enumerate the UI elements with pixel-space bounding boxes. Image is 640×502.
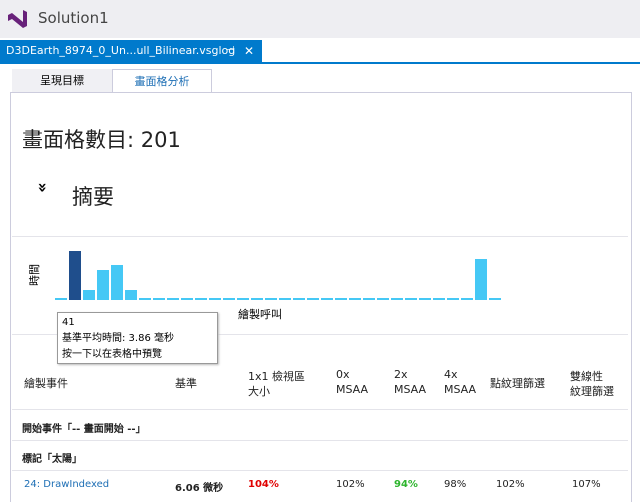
bar[interactable] <box>181 298 193 300</box>
document-tab-label: D3DEarth_8974_0_Un...ull_Bilinear.vsglog <box>6 44 236 57</box>
bar[interactable] <box>321 298 333 300</box>
cell: 107% <box>572 479 601 490</box>
tab-selected[interactable]: 畫面格分析 <box>112 69 212 93</box>
bar[interactable] <box>391 298 403 300</box>
bar[interactable] <box>97 270 109 300</box>
bar[interactable] <box>363 298 375 300</box>
column-header[interactable]: 繪製事件 <box>24 377 68 390</box>
cell: 102% <box>496 479 525 490</box>
window-title: Solution1 <box>38 9 109 27</box>
frame-count: 畫面格數目: 201 <box>22 128 181 152</box>
row-separator <box>12 409 628 410</box>
bar[interactable] <box>139 298 151 300</box>
pin-button[interactable]: ⊣ <box>226 45 235 56</box>
tooltip-line: 基準平均時間: 3.86 毫秒 <box>62 333 174 344</box>
cell: 102% <box>336 479 365 490</box>
group-row[interactable]: 開始事件「-- 畫面開始 --」 <box>22 424 146 435</box>
bar[interactable] <box>419 298 431 300</box>
column-header[interactable]: 2x <box>394 368 408 381</box>
bar[interactable] <box>293 298 305 300</box>
cell: 6.06 微秒 <box>175 483 224 494</box>
bar[interactable] <box>167 298 179 300</box>
bar[interactable] <box>349 298 361 300</box>
tooltip-line: 按一下以在表格中預覽 <box>62 349 162 360</box>
column-header[interactable]: MSAA <box>336 383 369 396</box>
row-separator <box>12 440 628 441</box>
column-header[interactable]: 點紋理篩選 <box>490 377 545 390</box>
column-header[interactable]: MSAA <box>394 383 427 396</box>
bar[interactable] <box>55 298 67 300</box>
bar[interactable] <box>489 298 501 300</box>
bar[interactable] <box>153 298 165 300</box>
tooltip: 41 基準平均時間: 3.86 毫秒 按一下以在表格中預覽 <box>57 312 218 364</box>
vs-logo <box>8 10 27 28</box>
content-panel <box>10 92 632 502</box>
bar[interactable] <box>405 298 417 300</box>
collapse-chevron[interactable]: » <box>33 182 53 193</box>
bar[interactable] <box>237 298 249 300</box>
bar[interactable] <box>433 298 445 300</box>
document-tab[interactable]: D3DEarth_8974_0_Un...ull_Bilinear.vsglog… <box>0 40 262 62</box>
bar[interactable] <box>111 265 123 300</box>
bar[interactable] <box>209 298 221 300</box>
column-header[interactable]: 大小 <box>248 385 270 398</box>
tooltip-line: 41 <box>62 317 75 328</box>
column-header[interactable]: 雙線性 <box>570 370 603 383</box>
column-header[interactable]: 0x <box>336 368 350 381</box>
bar[interactable] <box>279 298 291 300</box>
separator <box>12 236 628 237</box>
bar[interactable] <box>223 298 235 300</box>
tab-underline <box>0 62 640 64</box>
close-button[interactable]: ✕ <box>244 44 255 58</box>
bar[interactable] <box>69 251 81 300</box>
bar[interactable] <box>195 298 207 300</box>
summary-title: 摘要 <box>72 185 114 209</box>
row-separator <box>12 470 628 471</box>
bar[interactable] <box>265 298 277 300</box>
bar[interactable] <box>125 290 137 300</box>
bar[interactable] <box>307 298 319 300</box>
cell: 94% <box>394 479 418 490</box>
bar[interactable] <box>377 298 389 300</box>
chart: 時間 繪製呼叫 <box>28 251 501 321</box>
cell: 98% <box>444 479 467 490</box>
bar[interactable] <box>251 298 263 300</box>
draw-call-link[interactable]: 24: DrawIndexed <box>24 479 110 490</box>
bar[interactable] <box>447 298 459 300</box>
cell: 104% <box>248 479 279 490</box>
bar[interactable] <box>335 298 347 300</box>
title-bar: Solution1 <box>0 0 640 38</box>
column-header[interactable]: 1x1 檢視區 <box>248 370 306 383</box>
separator <box>12 334 628 335</box>
group-row[interactable]: 標記「太陽」 <box>22 454 82 465</box>
y-axis-label: 時間 <box>28 264 41 286</box>
tab[interactable]: 呈現目標 <box>12 69 112 92</box>
bar[interactable] <box>475 259 487 300</box>
x-axis-label: 繪製呼叫 <box>238 307 282 321</box>
column-header[interactable]: MSAA <box>444 383 477 396</box>
column-header[interactable]: 基準 <box>175 377 197 390</box>
column-header[interactable]: 4x <box>444 368 458 381</box>
column-header[interactable]: 紋理篩選 <box>570 385 614 398</box>
bar[interactable] <box>461 298 473 300</box>
bar[interactable] <box>83 290 95 300</box>
